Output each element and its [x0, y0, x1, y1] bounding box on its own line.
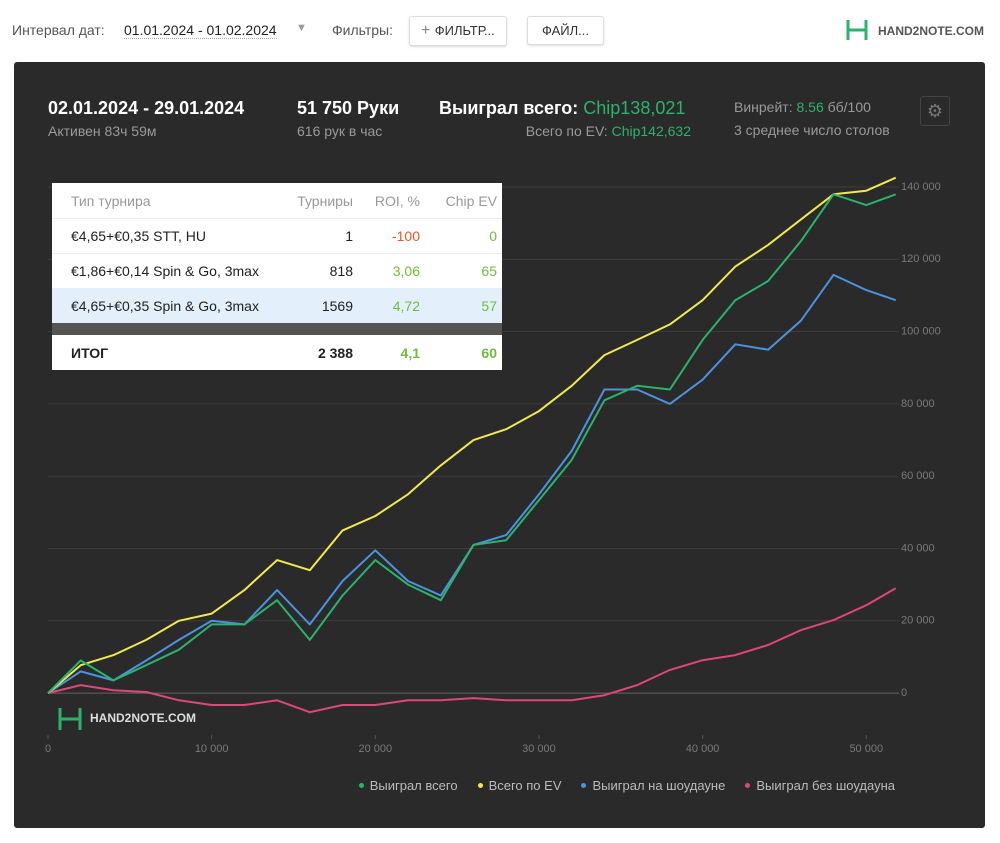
total-cell: 60	[481, 345, 497, 361]
table-cell: €4,65+€0,35 Spin & Go, 3max	[71, 298, 259, 314]
x-tick-label: 0	[45, 743, 51, 755]
watermark-icon	[58, 708, 82, 730]
file-button[interactable]: ФАЙЛ...	[527, 16, 604, 45]
header-cell: Chip EV	[445, 193, 497, 209]
table-row[interactable]: €4,65+€0,35 STT, HU 1 -100 0	[52, 218, 502, 254]
y-tick-label: 140 000	[901, 181, 941, 193]
scrollbar[interactable]	[52, 323, 502, 335]
header-cell: Тип турнира	[71, 193, 151, 209]
x-tick-label: 10 000	[195, 743, 229, 755]
series-line	[47, 587, 897, 714]
legend-swatch	[358, 783, 364, 788]
logo-icon	[846, 20, 868, 40]
filter-button[interactable]: + ФИЛЬТР...	[409, 16, 507, 46]
x-tick-label: 30 000	[522, 743, 556, 755]
tables-count: 3 среднее число столов	[734, 122, 890, 138]
table-cell: 818	[329, 263, 353, 279]
y-tick-label: 120 000	[901, 253, 941, 265]
hands-per-hour: 616 рук в час	[297, 123, 383, 139]
total-cell: 2 388	[317, 345, 353, 361]
legend-item[interactable]: Всего по EV	[477, 778, 562, 793]
won-value: Chip138,021	[583, 98, 686, 118]
legend-swatch	[477, 783, 483, 788]
winrate-unit: бб/100	[827, 99, 871, 115]
filter-button-text: ФИЛЬТР...	[434, 23, 495, 38]
logo: HAND2NOTE.COM	[878, 24, 985, 38]
table-cell: 4,72	[392, 298, 420, 314]
table-cell: 1	[345, 228, 353, 244]
active-time: Активен 83ч 59м	[48, 123, 157, 139]
legend-swatch	[745, 783, 751, 788]
winrate: Винрейт: 8.56 бб/100	[734, 99, 871, 115]
legend-label: Выиграл на шоудауне	[592, 778, 726, 793]
won-total: Выиграл всего: Chip138,021	[439, 98, 685, 119]
legend-label: Выиграл без шоудауна	[756, 778, 895, 793]
series-line	[47, 193, 897, 694]
legend-label: Выиграл всего	[369, 778, 458, 793]
x-tick-label: 20 000	[358, 743, 392, 755]
date-range[interactable]: 01.01.2024 - 01.02.2024	[124, 22, 277, 39]
x-tick-label: 50 000	[849, 743, 883, 755]
legend-item[interactable]: Выиграл без шоудауна	[745, 778, 895, 793]
table-cell: -100	[391, 228, 420, 244]
total-cell: 4,1	[400, 345, 420, 361]
table-cell: 1569	[321, 298, 353, 314]
tournament-table: Тип турнира Турниры ROI, % Chip EV €4,65…	[52, 183, 502, 370]
table-cell: €1,86+€0,14 Spin & Go, 3max	[71, 263, 259, 279]
ev-total: Всего по EV: Chip142,632	[526, 123, 691, 139]
total-cell: ИТОГ	[71, 345, 109, 361]
table-cell: €4,65+€0,35 STT, HU	[71, 228, 207, 244]
series-line	[47, 176, 897, 694]
header-cell: ROI, %	[374, 193, 420, 209]
table-row[interactable]: €1,86+€0,14 Spin & Go, 3max 818 3,06 65	[52, 253, 502, 289]
x-tick-label: 40 000	[686, 743, 720, 755]
table-header: Тип турнира Турниры ROI, % Chip EV	[52, 183, 502, 219]
y-tick-label: 20 000	[901, 615, 935, 627]
watermark: HAND2NOTE.COM	[90, 711, 196, 725]
winrate-label: Винрейт:	[734, 99, 793, 115]
table-total: ИТОГ 2 388 4,1 60	[52, 335, 502, 370]
table-cell: 65	[481, 263, 497, 279]
date-label: Интервал дат:	[12, 22, 105, 38]
table-row[interactable]: €4,65+€0,35 Spin & Go, 3max 1569 4,72 57	[52, 288, 502, 323]
legend-swatch	[581, 783, 587, 788]
period: 02.01.2024 - 29.01.2024	[48, 98, 245, 118]
legend: Выиграл всего Всего по EV Выиграл на шоуда…	[358, 778, 895, 793]
y-tick-label: 0	[901, 687, 907, 699]
legend-label: Всего по EV	[488, 778, 562, 793]
table-cell: 57	[481, 298, 497, 314]
y-tick-label: 60 000	[901, 470, 935, 482]
legend-item[interactable]: Выиграл всего	[358, 778, 458, 793]
table-cell: 3,06	[392, 263, 420, 279]
y-tick-label: 100 000	[901, 326, 941, 338]
table-cell: 0	[489, 228, 497, 244]
won-label: Выиграл всего:	[439, 98, 579, 118]
hands: 51 750 Руки	[297, 98, 400, 118]
winrate-value: 8.56	[796, 99, 824, 115]
filters-label: Фильтры:	[332, 22, 393, 38]
dropdown-arrow[interactable]: ▼	[296, 22, 307, 34]
header-cell: Турниры	[297, 193, 353, 209]
settings-button[interactable]: ⚙	[920, 96, 950, 126]
ev-label: Всего по EV:	[525, 123, 608, 139]
y-tick-label: 80 000	[901, 398, 935, 410]
y-tick-label: 40 000	[901, 542, 935, 554]
legend-item[interactable]: Выиграл на шоудауне	[581, 778, 725, 793]
ev-value: Chip142,632	[611, 123, 691, 139]
